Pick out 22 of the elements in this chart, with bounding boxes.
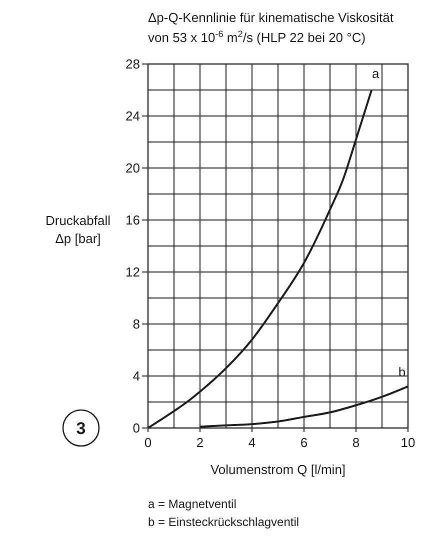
- y-tick-label: 12: [126, 264, 140, 280]
- text: b = Einsteckrückschlagventil: [148, 515, 300, 529]
- text: a = Magnetventil: [148, 497, 236, 511]
- x-tick-label: 10: [400, 435, 416, 450]
- x-tick-label: 8: [352, 435, 360, 450]
- chart-subtitle: von 53 x 10$^{-6}$ m$^{2}$/s (HLP 22 bei 20 °C): [148, 29, 366, 45]
- y-tick-label: 4: [132, 368, 140, 384]
- y-tick-label: 24: [126, 108, 140, 124]
- series-label: a: [372, 66, 380, 81]
- y-axis-title: Druckabfall Δp [bar]: [45, 213, 111, 246]
- y-tick-label: 20: [126, 160, 140, 176]
- y-tick-label: 8: [132, 316, 140, 332]
- y-tick-label: 16: [126, 212, 140, 228]
- y-tick-label: 28: [126, 56, 140, 72]
- x-tick-label: 2: [196, 435, 204, 450]
- y-tick-label: 0: [132, 420, 140, 436]
- text: 3: [76, 419, 86, 438]
- chart-title: Δp-Q-Kennlinie für kinematische Viskosität: [148, 10, 394, 25]
- x-tick-label: 4: [248, 435, 256, 450]
- x-axis-title: Volumenstrom Q [l/min]: [210, 462, 346, 477]
- x-tick-label: 6: [300, 435, 308, 450]
- x-tick-label: 0: [144, 435, 152, 450]
